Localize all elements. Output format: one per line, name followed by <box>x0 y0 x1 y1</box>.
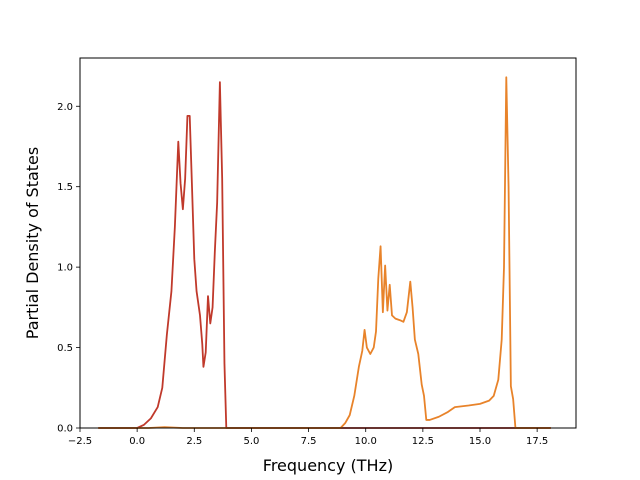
y-tick-label: 2.0 <box>57 102 73 113</box>
plot-background <box>80 58 576 428</box>
x-tick-label: 10.0 <box>355 436 377 447</box>
y-tick-label: 1.5 <box>57 182 73 193</box>
x-tick-label: 0.0 <box>129 436 145 447</box>
y-axis-label: Partial Density of States <box>23 147 42 339</box>
x-tick-label: 2.5 <box>186 436 202 447</box>
series-layer <box>98 76 551 429</box>
x-axis-label: Frequency (THz) <box>263 456 393 475</box>
y-tick-label: 0.5 <box>57 343 73 354</box>
x-tick-label: 15.0 <box>469 436 491 447</box>
x-tick-label: −2.5 <box>68 436 92 447</box>
series-line-2 <box>98 76 551 429</box>
x-tick-label: 5.0 <box>243 436 259 447</box>
y-tick-label: 1.0 <box>57 263 73 274</box>
x-axis-ticks: −2.5 0.0 2.5 5.0 7.5 10.0 12.5 15.0 17.5 <box>68 428 548 447</box>
plot-frame <box>79 57 577 429</box>
y-axis-ticks: 0.0 0.5 1.0 1.5 2.0 <box>57 102 80 435</box>
series-line-1 <box>98 81 551 429</box>
x-tick-label: 12.5 <box>412 436 434 447</box>
x-tick-label: 7.5 <box>301 436 317 447</box>
y-tick-label: 0.0 <box>57 424 73 435</box>
x-tick-label: 17.5 <box>526 436 548 447</box>
